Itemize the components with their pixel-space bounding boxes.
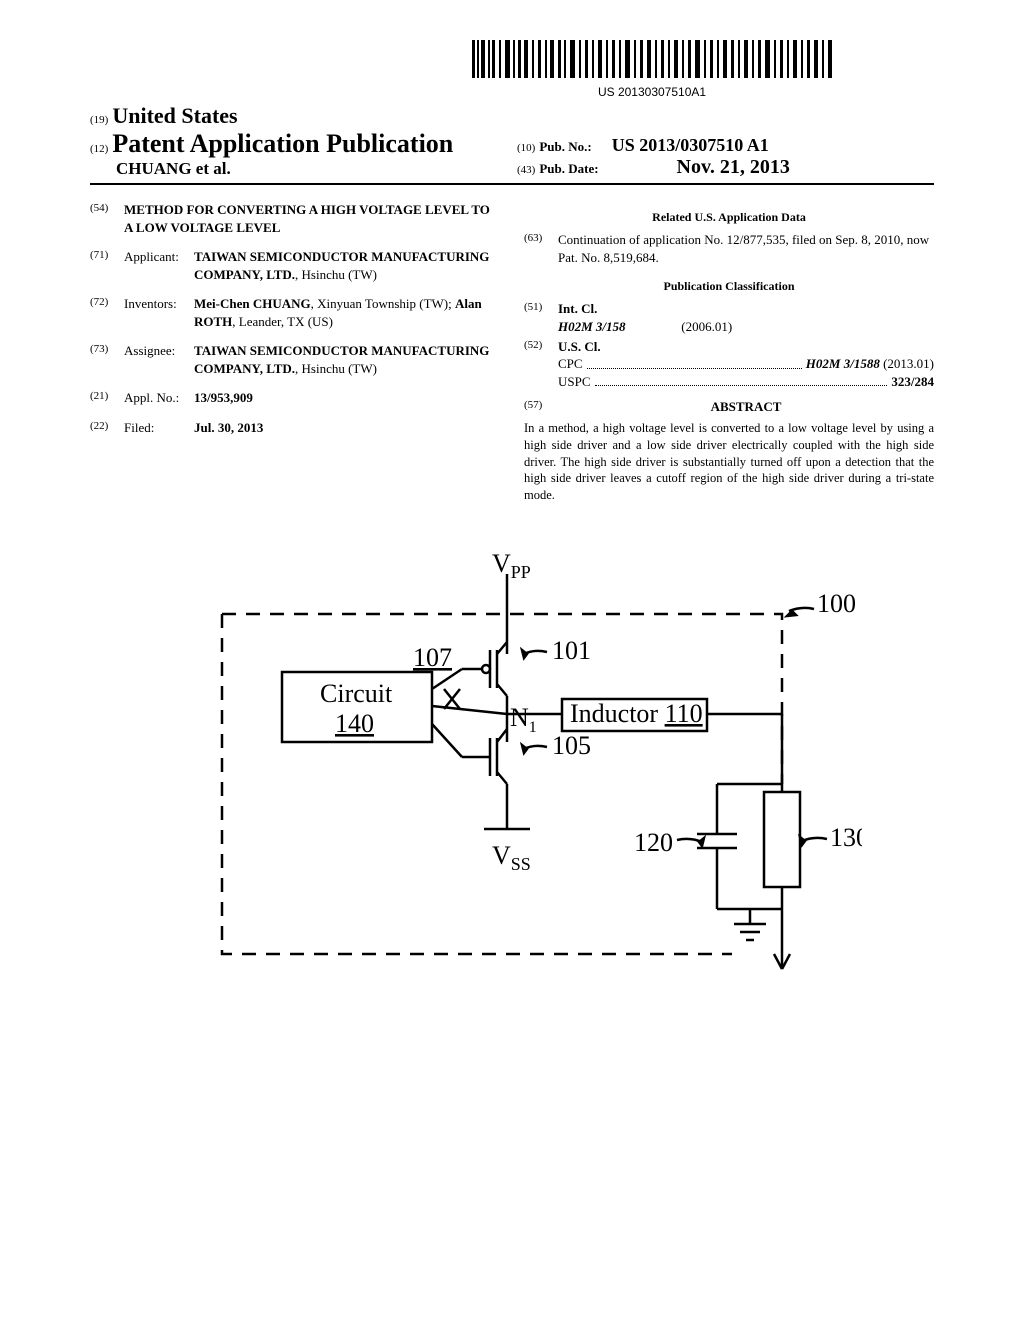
field-54-num: (54) [90,201,124,236]
field-71-label: Applicant: [124,248,194,283]
svg-text:130: 130 [830,823,862,852]
field-51-num: (51) [524,300,558,335]
svg-text:100: 100 [817,589,856,618]
pub-date: Nov. 21, 2013 [677,156,790,178]
field-73-label: Assignee: [124,342,194,377]
barcode-text: US 20130307510A1 [370,85,934,99]
field-21-num: (21) [90,389,124,407]
svg-text:107: 107 [413,643,452,672]
svg-text:101: 101 [552,636,591,665]
field-72-label: Inventors: [124,295,194,330]
filed-date: Jul. 30, 2013 [194,419,500,437]
left-column: (54) METHOD FOR CONVERTING A HIGH VOLTAG… [90,201,500,504]
inventor-1: Mei-Chen CHUANG [194,296,311,311]
header: (19) United States (12) Patent Applicati… [90,103,934,185]
cpc-label: CPC [558,355,583,373]
field-22-num: (22) [90,419,124,437]
field-21-label: Appl. No.: [124,389,194,407]
publication-type: Patent Application Publication [112,129,453,158]
int-cl-year: (2006.01) [681,319,732,334]
patent-figure: VPP VSS N1 101 105 107 100 120 130 Circu… [90,554,934,989]
field-22-label: Filed: [124,419,194,437]
pub-no: US 2013/0307510 A1 [612,135,769,155]
cpc-year: (2013.01) [883,355,934,373]
field-63-num: (63) [524,231,558,266]
svg-text:105: 105 [552,731,591,760]
appl-no: 13/953,909 [194,389,500,407]
pub-date-label: Pub. Date: [539,161,598,176]
field-72-num: (72) [90,295,124,330]
code-12: (12) [90,143,108,155]
abstract-label: ABSTRACT [558,398,934,416]
inventor-2-loc: , Leander, TX (US) [232,314,333,329]
svg-text:120: 120 [634,828,673,857]
int-cl-label: Int. Cl. [558,300,934,318]
dotfill-icon [595,376,888,386]
inventor-1-loc: , Xinyuan Township (TW); [311,296,455,311]
invention-title: METHOD FOR CONVERTING A HIGH VOLTAGE LEV… [124,201,500,236]
int-cl-code: H02M 3/158 [558,318,678,336]
code-10: (10) [517,142,535,154]
svg-text:Inductor 110: Inductor 110 [570,699,703,728]
abstract-text: In a method, a high voltage level is con… [524,420,934,504]
uspc-label: USPC [558,373,591,391]
field-57-num: (57) [524,398,558,416]
svg-text:VPP: VPP [492,554,531,582]
dotfill-icon [587,359,802,369]
field-73-num: (73) [90,342,124,377]
barcode-block: US 20130307510A1 [370,40,934,99]
barcode-icon [472,40,832,83]
svg-text:N1: N1 [510,703,537,736]
assignee-loc: , Hsinchu (TW) [295,361,377,376]
code-43: (43) [517,164,535,176]
svg-text:140: 140 [335,709,374,738]
field-63-text: Continuation of application No. 12/877,5… [558,231,934,266]
field-71-num: (71) [90,248,124,283]
applicant-loc: , Hsinchu (TW) [295,267,377,282]
cpc-code: H02M 3/1588 [806,355,880,373]
authors-line: CHUANG et al. [116,159,231,178]
country: United States [112,103,237,128]
code-19: (19) [90,114,108,126]
svg-text:VSS: VSS [492,841,531,874]
uspc-code: 323/284 [891,373,934,391]
right-column: Related U.S. Application Data (63) Conti… [524,201,934,504]
pub-no-label: Pub. No.: [539,139,591,154]
classification-header: Publication Classification [524,278,934,294]
us-cl-label: U.S. Cl. [558,338,934,356]
svg-text:Circuit: Circuit [320,679,393,708]
field-52-num: (52) [524,338,558,391]
related-header: Related U.S. Application Data [524,209,934,225]
